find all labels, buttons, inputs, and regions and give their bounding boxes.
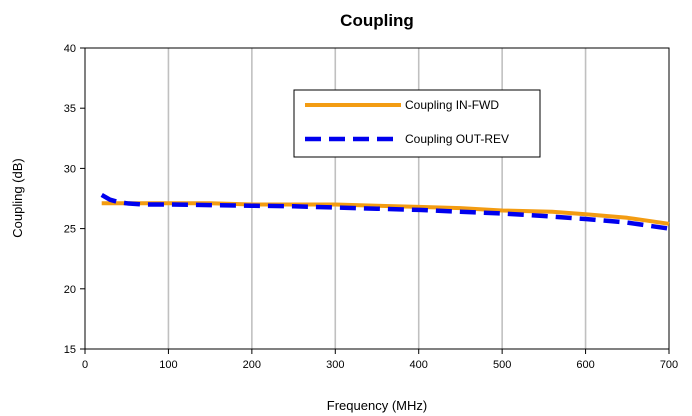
y-tick-label: 25	[64, 224, 76, 236]
series-line-out-rev	[100, 192, 670, 231]
legend-label-out-rev: Coupling OUT-REV	[405, 132, 509, 146]
x-tick-label: 0	[82, 359, 88, 371]
x-tick-label: 400	[410, 359, 428, 371]
series-lines	[100, 192, 670, 231]
x-tick-label: 100	[159, 359, 177, 371]
y-tick-label: 40	[64, 43, 76, 55]
legend-label-in-fwd: Coupling IN-FWD	[405, 98, 499, 112]
y-tick-label: 30	[64, 163, 76, 175]
plot-area-frame	[84, 47, 670, 350]
chart-title: Coupling	[340, 11, 414, 30]
x-axis-label: Frequency (MHz)	[327, 398, 427, 413]
x-tick-label: 600	[576, 359, 594, 371]
y-tick-label: 20	[64, 284, 76, 296]
x-tick-label: 700	[660, 359, 678, 371]
y-tick-label: 35	[64, 103, 76, 115]
axis-ticks: 0 100 200 300 400 500 600 700 15 20 25 30 35 40	[64, 43, 678, 371]
y-axis-label: Coupling (dB)	[10, 158, 25, 238]
y-tick-label: 15	[64, 344, 76, 356]
x-tick-label: 300	[326, 359, 344, 371]
legend: Coupling IN-FWD Coupling OUT-REV	[293, 89, 541, 158]
x-tick-label: 200	[243, 359, 261, 371]
legend-box	[293, 89, 541, 158]
x-tick-label: 500	[493, 359, 511, 371]
